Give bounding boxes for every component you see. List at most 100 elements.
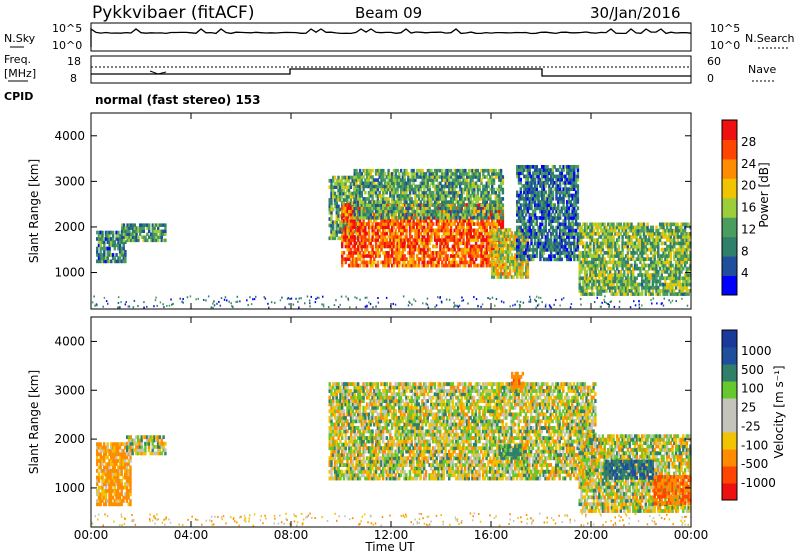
echo-cell xyxy=(444,168,447,173)
echo-cell xyxy=(610,285,613,290)
echo-cell xyxy=(567,222,571,227)
echo-cell xyxy=(446,172,449,176)
echo-cell xyxy=(555,193,558,198)
echo-cell xyxy=(517,225,521,230)
echo-cell xyxy=(591,238,594,242)
echo-cell xyxy=(414,241,417,246)
echo-cell xyxy=(523,196,526,201)
echo-cell xyxy=(124,235,127,239)
echo-cell xyxy=(498,259,501,264)
echo-cell xyxy=(499,178,503,182)
echo-cell xyxy=(491,203,494,207)
echo-cell xyxy=(644,276,647,281)
echo-cell xyxy=(612,225,615,230)
echo-cell xyxy=(492,262,496,267)
echo-cell xyxy=(387,212,390,217)
echo-cell xyxy=(585,257,588,261)
echo-cell xyxy=(360,244,363,249)
echo-cell xyxy=(385,200,388,204)
echo-cell xyxy=(349,231,353,236)
echo-cell xyxy=(444,260,447,265)
echo-cell xyxy=(398,257,401,261)
echo-cell xyxy=(435,219,438,223)
echo-cell xyxy=(607,282,610,287)
echo-cell xyxy=(607,266,610,271)
echo-cell xyxy=(524,225,528,230)
echo-cell xyxy=(457,231,460,236)
echo-cell xyxy=(389,228,392,233)
echo-cell xyxy=(651,244,655,249)
echo-cell xyxy=(646,285,649,290)
echo-cell xyxy=(632,247,635,252)
echo-cell xyxy=(374,172,378,176)
echo-cell xyxy=(608,285,612,290)
echo-cell xyxy=(487,209,490,214)
echo-cell xyxy=(448,209,451,214)
echo-cell xyxy=(403,238,406,242)
echo-cell xyxy=(351,225,355,230)
echo-cell xyxy=(419,181,422,186)
echo-cell xyxy=(442,238,446,242)
echo-cell xyxy=(637,266,640,271)
echo-cell xyxy=(571,177,574,182)
echo-cell xyxy=(439,181,442,186)
echo-cell xyxy=(635,238,638,242)
echo-cell xyxy=(426,203,430,207)
echo-cell xyxy=(524,253,528,257)
echo-cell xyxy=(582,241,585,246)
echo-cell xyxy=(410,247,413,252)
echo-cell xyxy=(480,260,483,265)
echo-cell xyxy=(466,260,469,265)
echo-cell xyxy=(557,216,560,220)
echo-cell xyxy=(333,230,337,234)
echo-cell xyxy=(617,279,621,284)
echo-cell xyxy=(137,229,140,233)
echo-cell xyxy=(539,232,542,236)
echo-cell xyxy=(458,263,462,268)
echo-cell xyxy=(507,237,510,242)
echo-cell xyxy=(649,232,653,236)
echo-cell xyxy=(573,257,576,262)
echo-cell xyxy=(417,257,421,261)
echo-cell xyxy=(344,194,347,199)
echo-cell xyxy=(483,184,487,189)
echo-cell xyxy=(367,212,371,217)
echo-cell xyxy=(446,194,449,198)
echo-cell xyxy=(421,241,424,246)
echo-cell xyxy=(539,184,542,188)
echo-cell xyxy=(382,212,385,217)
echo-cell xyxy=(444,219,447,223)
echo-cell xyxy=(382,206,385,211)
echo-cell xyxy=(516,257,519,262)
echo-cell xyxy=(589,279,592,284)
echo-cell xyxy=(356,188,360,193)
echo-cell xyxy=(549,187,553,191)
echo-cell xyxy=(573,238,576,243)
echo-cell xyxy=(646,228,649,233)
echo-cell xyxy=(383,251,387,255)
echo-cell xyxy=(483,247,487,252)
echo-cell xyxy=(466,187,469,192)
echo-cell xyxy=(499,275,503,279)
echo-cell xyxy=(528,187,531,191)
echo-cell xyxy=(412,225,415,230)
nsky-tick-bottom: 10^0 xyxy=(52,39,82,52)
echo-cell xyxy=(464,215,467,220)
echo-cell xyxy=(496,228,499,232)
echo-cell xyxy=(526,272,530,276)
echo-cell xyxy=(491,250,494,254)
echo-cell xyxy=(467,228,471,233)
echo-cell xyxy=(339,214,342,218)
echo-cell xyxy=(444,257,447,261)
echo-cell xyxy=(555,257,558,262)
echo-cell xyxy=(442,197,446,201)
echo-cell xyxy=(457,200,460,204)
echo-cell xyxy=(332,236,335,241)
echo-cell xyxy=(483,257,487,261)
echo-cell xyxy=(576,168,580,172)
echo-cell xyxy=(491,190,494,195)
echo-cell xyxy=(583,225,587,230)
echo-cell xyxy=(628,222,631,227)
echo-cell xyxy=(558,254,562,258)
echo-cell xyxy=(394,209,397,214)
